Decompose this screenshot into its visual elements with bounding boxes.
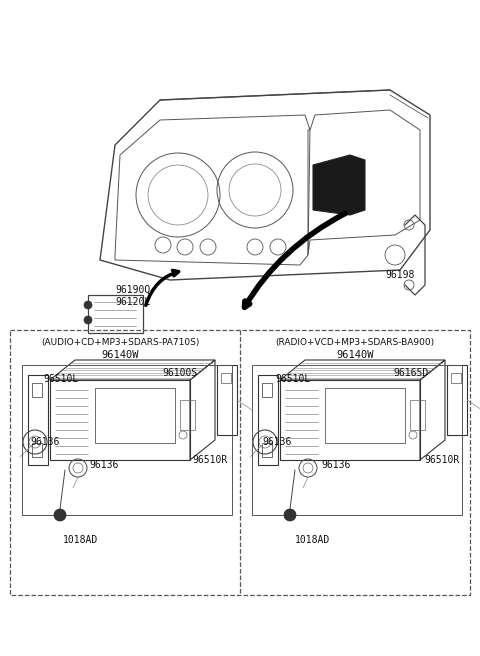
Polygon shape xyxy=(313,155,365,215)
Bar xyxy=(217,365,237,435)
Bar xyxy=(410,400,425,430)
Bar xyxy=(262,383,272,397)
Bar xyxy=(325,388,405,443)
Text: 96510L: 96510L xyxy=(43,374,78,384)
Bar xyxy=(447,365,467,435)
Circle shape xyxy=(84,301,92,309)
Text: 96190Q
96120L: 96190Q 96120L xyxy=(115,285,150,306)
Circle shape xyxy=(84,316,92,324)
Bar xyxy=(22,365,232,515)
Text: 96510L: 96510L xyxy=(275,374,310,384)
Bar xyxy=(262,443,272,457)
Text: 96510R: 96510R xyxy=(192,455,227,465)
Bar xyxy=(88,295,143,333)
Bar xyxy=(252,365,462,515)
Text: 96136: 96136 xyxy=(89,460,119,470)
Text: 96140W: 96140W xyxy=(101,350,139,360)
Text: 96136: 96136 xyxy=(321,460,350,470)
Text: (RADIO+VCD+MP3+SDARS-BA900): (RADIO+VCD+MP3+SDARS-BA900) xyxy=(276,338,434,347)
Text: 96510R: 96510R xyxy=(424,455,459,465)
Text: (AUDIO+CD+MP3+SDARS-PA710S): (AUDIO+CD+MP3+SDARS-PA710S) xyxy=(41,338,199,347)
Text: 96136: 96136 xyxy=(262,437,291,447)
Bar xyxy=(10,330,470,595)
Bar xyxy=(28,375,48,465)
Bar xyxy=(32,443,42,457)
Text: 96100S: 96100S xyxy=(162,368,197,378)
Text: 96140W: 96140W xyxy=(336,350,374,360)
Text: 1018AD: 1018AD xyxy=(295,535,330,545)
Text: 96165D: 96165D xyxy=(393,368,428,378)
Bar xyxy=(95,388,175,443)
Text: 1018AD: 1018AD xyxy=(63,535,98,545)
Bar xyxy=(180,400,195,430)
Bar xyxy=(451,373,461,383)
Circle shape xyxy=(54,509,66,521)
Bar xyxy=(221,373,231,383)
Bar xyxy=(258,375,278,465)
Text: 96198: 96198 xyxy=(385,270,414,280)
Circle shape xyxy=(284,509,296,521)
Text: 96136: 96136 xyxy=(30,437,60,447)
Bar xyxy=(32,383,42,397)
